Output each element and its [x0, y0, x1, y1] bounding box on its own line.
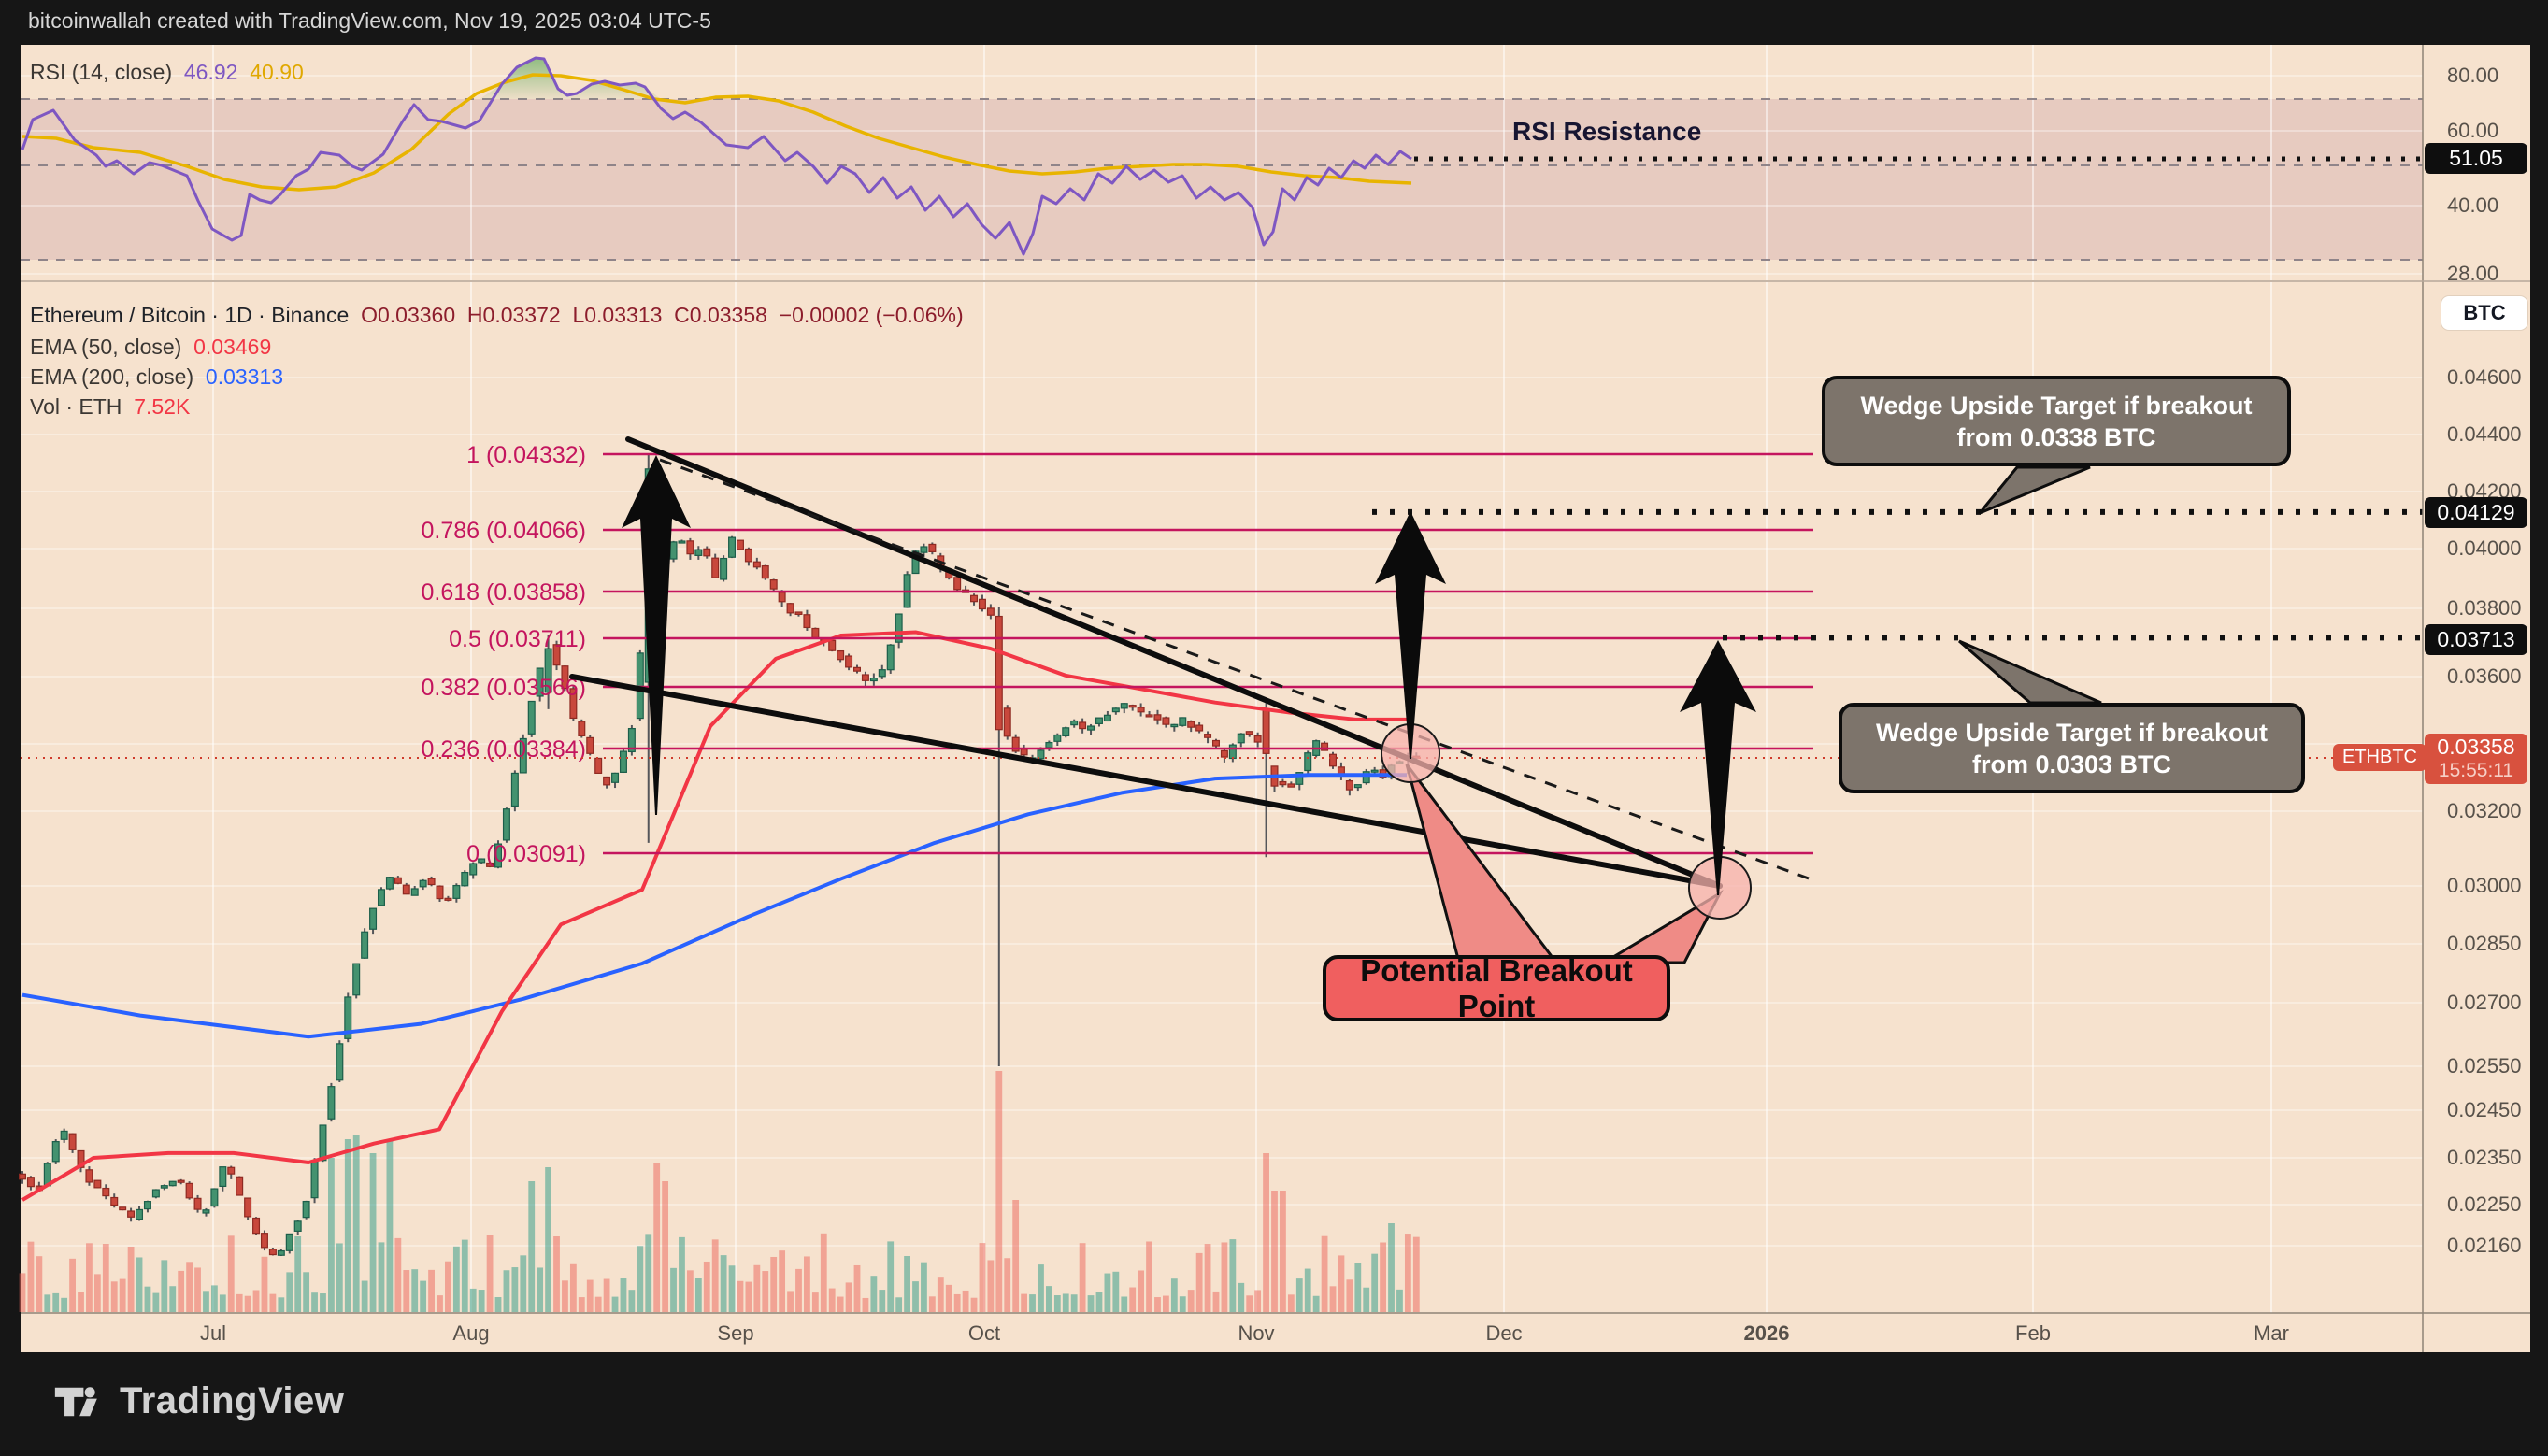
wedge-projection-dashed — [659, 458, 1810, 880]
price-tick-label: 0.04400 — [2447, 422, 2522, 446]
breakout-tail-1 — [1405, 764, 1557, 961]
volume-label: Vol · ETH — [30, 394, 122, 419]
rsi-resistance-annotation: RSI Resistance — [1512, 117, 1702, 146]
callout-target2-line1: Wedge Upside Target if breakout — [1875, 718, 2269, 747]
rsi-ma-value: 40.90 — [250, 60, 304, 84]
candles — [19, 454, 1421, 1257]
rsi-legend-label: RSI (14, close) — [30, 60, 173, 84]
fib-label: 1 (0.04332) — [466, 442, 586, 468]
price-tick-label: 0.04600 — [2447, 365, 2522, 389]
fib-label: 0.786 (0.04066) — [421, 518, 586, 544]
footer-bar: TradingView — [0, 1352, 2548, 1456]
time-tick-label: Jul — [199, 1321, 227, 1345]
callout-target2-tail — [1958, 639, 2102, 705]
symbol-price-tag: ETHBTC — [2333, 744, 2426, 771]
tradingview-logo-icon — [54, 1386, 97, 1416]
time-tick-label: Nov — [1238, 1321, 1275, 1345]
rsi-level-badge: 51.05 — [2425, 143, 2527, 174]
fib-label: 0 (0.03091) — [466, 841, 586, 867]
time-tick-label: Mar — [2254, 1321, 2289, 1345]
callout-target2: Wedge Upside Target if breakout from 0.0… — [1839, 703, 2305, 793]
ema50-legend: EMA (50, close) 0.03469 — [30, 335, 271, 360]
ema50-label: EMA (50, close) — [30, 335, 182, 359]
price-tick-label: 0.03600 — [2447, 664, 2522, 688]
rsi-tick-label: 80.00 — [2447, 64, 2499, 87]
callout-target1-line2: from 0.0338 BTC — [1956, 422, 2156, 451]
tradingview-logo-text: TradingView — [120, 1380, 345, 1421]
time-tick-label: Oct — [967, 1321, 1001, 1345]
target1-price-badge: 0.04129 — [2425, 497, 2527, 528]
rsi-line — [21, 56, 1412, 256]
rsi-legend: RSI (14, close) 46.92 40.90 — [30, 60, 304, 85]
price-tick-label: 0.02450 — [2447, 1098, 2522, 1121]
callout-target1-line1: Wedge Upside Target if breakout — [1860, 391, 2253, 420]
rsi-tick-label: 60.00 — [2447, 119, 2499, 142]
price-tick-label: 0.02250 — [2447, 1192, 2522, 1216]
time-tick-label: Feb — [2015, 1321, 2051, 1345]
callout-target1-tail — [1978, 465, 2091, 515]
ema200-label: EMA (200, close) — [30, 364, 194, 389]
volume-bars — [19, 1071, 1420, 1312]
callout-target1: Wedge Upside Target if breakout from 0.0… — [1822, 376, 2291, 466]
last-price-badge: 0.03358 15:55:11 — [2425, 734, 2527, 784]
tradingview-logo[interactable]: TradingView — [54, 1380, 344, 1422]
fib-label: 0.5 (0.03711) — [449, 626, 586, 652]
chart-frame — [21, 45, 2530, 1352]
price-tick-label: 0.02160 — [2447, 1234, 2522, 1257]
ema50-value: 0.03469 — [193, 335, 272, 359]
fib-label: 0.382 (0.03566) — [421, 675, 586, 701]
price-tick-label: 0.04000 — [2447, 536, 2522, 560]
price-tick-label: 0.02350 — [2447, 1146, 2522, 1169]
price-tick-label: 0.02850 — [2447, 932, 2522, 955]
callout-target2-line2: from 0.0303 BTC — [1971, 749, 2172, 778]
price-tick-label: 0.03800 — [2447, 596, 2522, 620]
time-tick-label: Sep — [717, 1321, 754, 1345]
ema200-legend: EMA (200, close) 0.03313 — [30, 364, 283, 390]
time-tick-label: 2026 — [1743, 1321, 1790, 1345]
volume-value: 7.52K — [134, 394, 191, 419]
price-tick-label: 0.03000 — [2447, 874, 2522, 897]
callout-breakout-point: Potential Breakout Point — [1323, 953, 1670, 1023]
rsi-value: 46.92 — [183, 60, 238, 84]
up-arrow-3 — [1680, 640, 1756, 895]
ema50-line — [21, 630, 1407, 1202]
price-tick-label: 0.03200 — [2447, 799, 2522, 822]
ema200-value: 0.03313 — [205, 364, 284, 389]
rsi-tick-label: 28.00 — [2447, 262, 2499, 285]
up-arrow-1 — [622, 455, 691, 815]
ema200-line — [21, 773, 1407, 1039]
rsi-tick-label: 40.00 — [2447, 193, 2499, 217]
fib-label: 0.618 (0.03858) — [421, 579, 586, 606]
price-tick-label: 0.02550 — [2447, 1054, 2522, 1078]
price-scale-unit-button[interactable]: BTC — [2441, 296, 2527, 330]
last-price-value: 0.03358 — [2437, 735, 2515, 759]
wedge-lower-trendline — [569, 674, 1723, 889]
volume-legend: Vol · ETH 7.52K — [30, 394, 190, 420]
symbol-title: Ethereum / Bitcoin · 1D · Binance — [30, 303, 350, 327]
price-tick-label: 0.02700 — [2447, 991, 2522, 1014]
rsi-band — [21, 99, 2423, 260]
time-tick-label: Dec — [1485, 1321, 1523, 1345]
rsi-ma-line — [21, 73, 1412, 192]
target2-price-badge: 0.03713 — [2425, 624, 2527, 655]
time-tick-label: Aug — [452, 1321, 490, 1345]
attribution-text: bitcoinwallah created with TradingView.c… — [28, 8, 711, 33]
fib-label: 0.236 (0.03384) — [421, 736, 586, 763]
ohlc-values: O0.03360 H0.03372 L0.03313 C0.03358 −0.0… — [361, 303, 964, 327]
up-arrow-2 — [1375, 511, 1446, 759]
symbol-legend: Ethereum / Bitcoin · 1D · Binance O0.033… — [30, 303, 964, 328]
countdown-timer: 15:55:11 — [2438, 760, 2514, 781]
wedge-upper-trendline — [625, 436, 1723, 889]
